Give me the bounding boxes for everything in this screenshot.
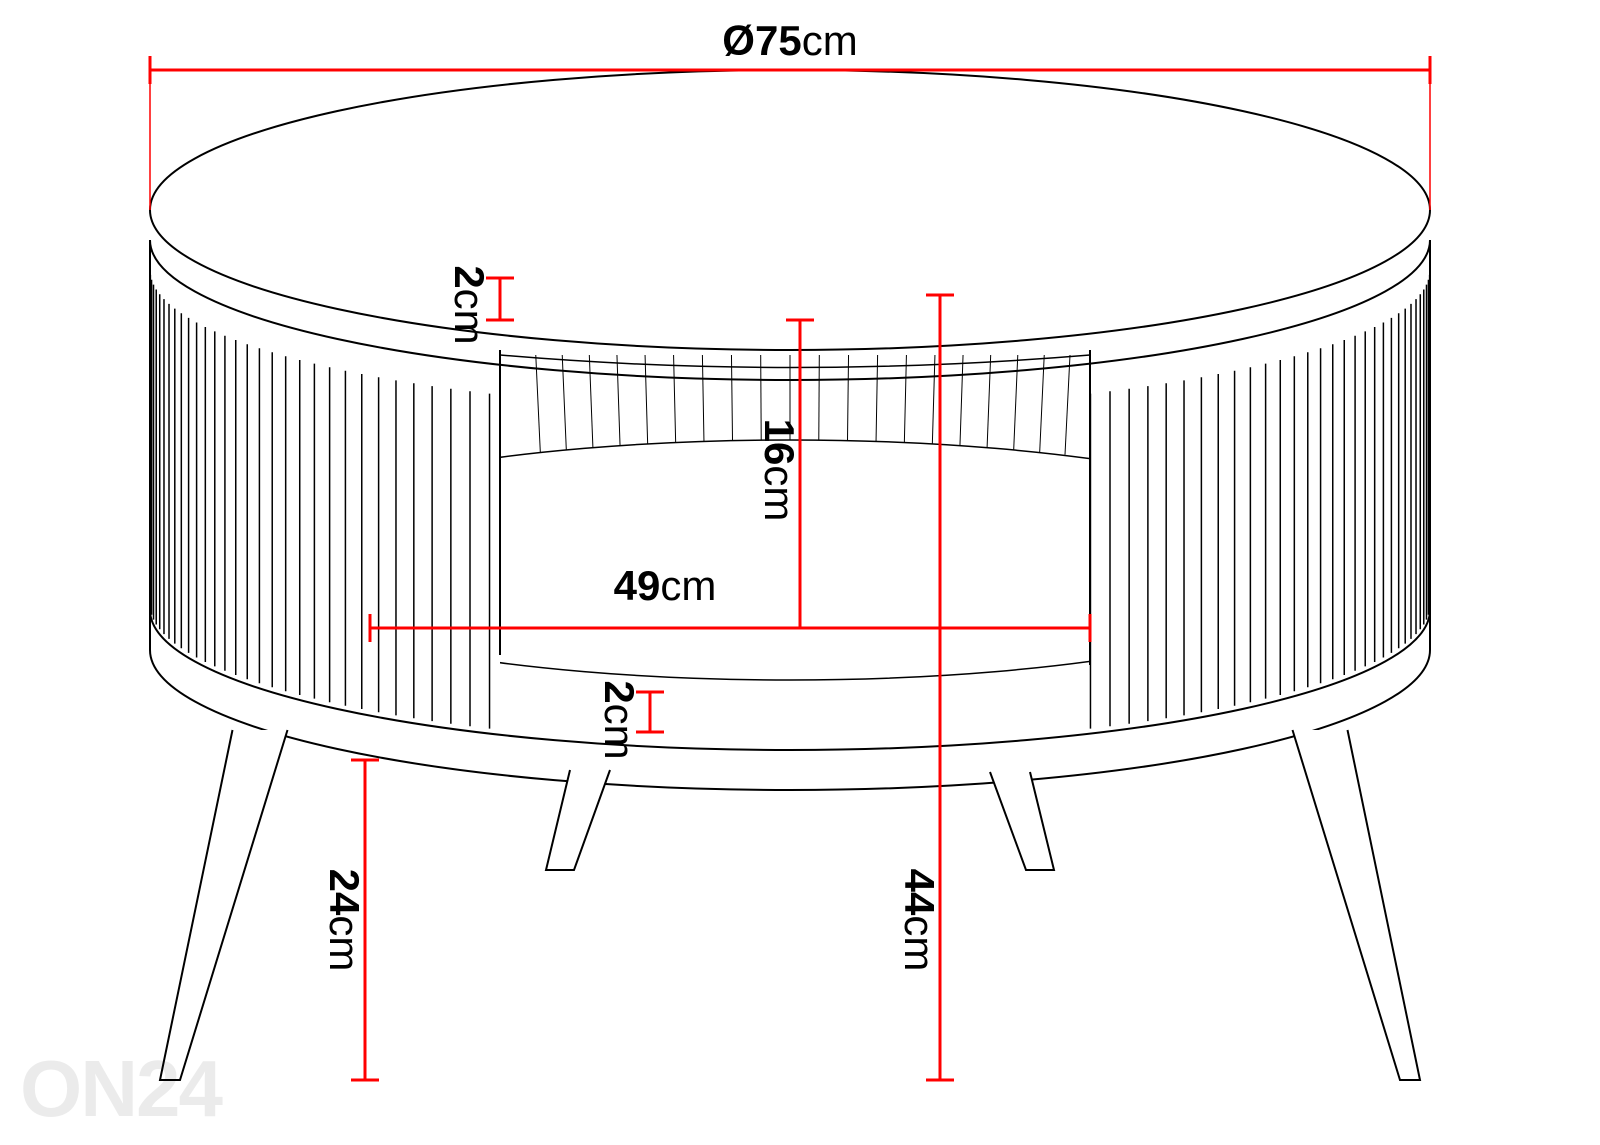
dim-top-thickness: 2cm — [446, 265, 493, 344]
dim-opening-height: 16cm — [756, 419, 803, 522]
dim-bottom-thickness: 2cm — [596, 680, 643, 759]
dim-diameter: Ø75cm — [722, 17, 857, 64]
dim-opening-width: 49cm — [614, 562, 717, 609]
dim-total-height: 44cm — [896, 869, 943, 972]
watermark: ON24 — [20, 1043, 221, 1135]
dim-leg-height: 24cm — [321, 869, 368, 972]
